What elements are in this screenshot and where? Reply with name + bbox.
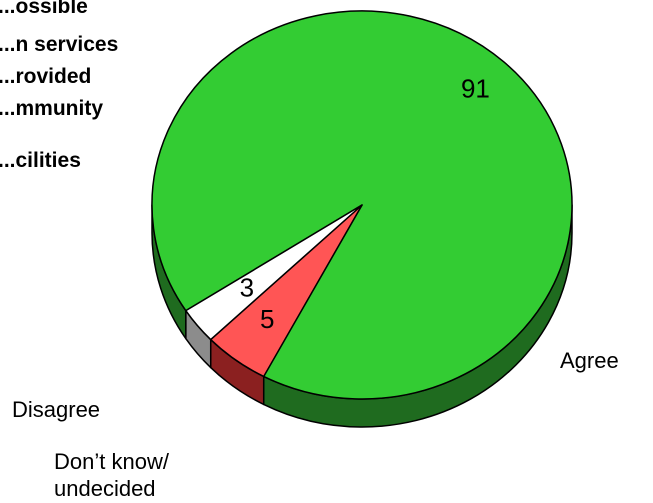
slice-value-label-2: 3 — [240, 272, 254, 302]
chart-title-line: ...ossible — [0, 0, 88, 18]
chart-title-line: ...mmunity — [0, 97, 104, 120]
category-label-disagree: Disagree — [12, 397, 101, 422]
slice-value-label-1: 5 — [260, 304, 274, 334]
chart-title-line: ...n services — [0, 33, 119, 56]
category-label-dont-know-line1: Don’t know/ — [54, 449, 169, 474]
chart-title-line: ...rovided — [0, 65, 92, 88]
category-label-agree: Agree — [560, 348, 619, 373]
category-label-dont-know-line2: undecided — [54, 476, 156, 501]
pie-slice-2 — [185, 204, 363, 341]
slice-value-label-0: 91 — [461, 73, 490, 103]
chart-title-line: ...cilities — [0, 149, 81, 172]
